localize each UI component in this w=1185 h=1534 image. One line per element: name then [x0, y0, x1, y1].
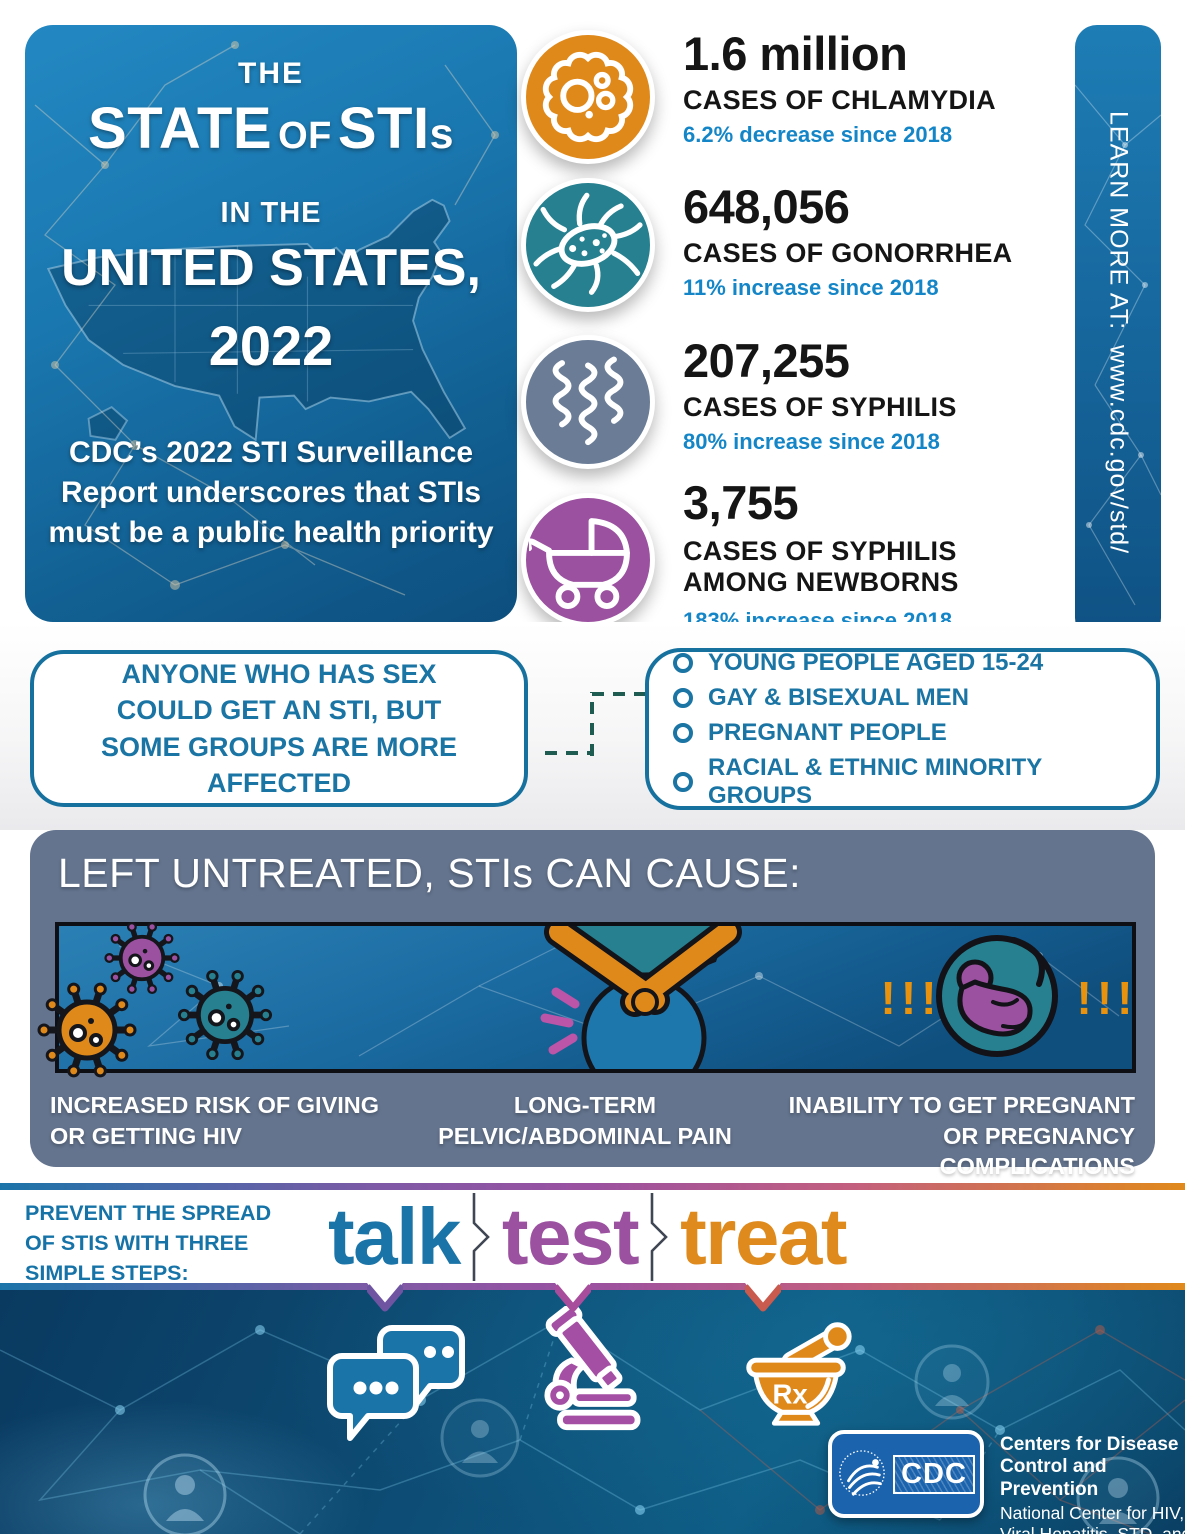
group-label: RACIAL & ETHNIC MINORITY GROUPS — [708, 753, 1042, 809]
avatar — [143, 1344, 1160, 1534]
network-decoration — [0, 1319, 1185, 1534]
chlamydia-cell-icon — [542, 51, 634, 143]
connector-dashed-line — [545, 692, 648, 756]
learn-more-text: LEARN MORE AT: www.cdc.gov/std/ — [1075, 25, 1161, 640]
us-map-background — [46, 198, 467, 442]
syphilis-spirochete-icon — [552, 356, 624, 446]
chlamydia-stat: 1.6 million CASES OF CHLAMYDIA 6.2% decr… — [683, 30, 1073, 148]
bullet-ring-icon — [673, 722, 693, 743]
untreated-item-pregnancy: INABILITY TO GET PREGNANT OR PREGNANCY C… — [788, 1092, 1135, 1180]
gonorrhea-bacteria-icon — [533, 192, 643, 295]
title-in-the: IN THE — [220, 197, 322, 229]
speech-bubbles-icon — [327, 1325, 465, 1441]
gonorrhea-stat: 648,056 CASES OF GONORRHEA 11% increase … — [683, 183, 1073, 301]
affected-groups-box: YOUNG PEOPLE AGED 15-24 GAY & BISEXUAL M… — [645, 648, 1160, 810]
group-row: GAY & BISEXUAL MEN — [673, 684, 1132, 712]
step-treat: treat — [680, 1191, 847, 1281]
alarm-marks: !!! — [881, 972, 942, 1024]
chevron-separator-icon — [472, 1192, 490, 1281]
pelvic-pain-icon — [540, 926, 742, 1069]
stat-value: 1.6 million — [683, 27, 908, 80]
group-label: YOUNG PEOPLE AGED 15-24 — [708, 648, 1044, 676]
prevention-steps: talk test treat — [328, 1190, 848, 1283]
group-label: PREGNANT PEOPLE — [708, 718, 947, 746]
alarm-marks: !!! — [1077, 972, 1132, 1024]
prevention-band: PREVENT THE SPREAD OF STIS WITH THREE SI… — [0, 1183, 1185, 1290]
untreated-heading: LEFT UNTREATED, STIs CAN CAUSE: — [58, 850, 801, 896]
newborn-stat-circle — [521, 493, 655, 627]
untreated-panel: LEFT UNTREATED, STIs CAN CAUSE: — [30, 830, 1155, 1179]
band-notch — [745, 1283, 781, 1312]
newborn-syphilis-stat: 3,755 CASES OF SYPHILIS AMONG NEWBORNS 1… — [683, 479, 1013, 634]
cdc-logo: CDC — [828, 1430, 984, 1518]
title-subtitle: CDC’s 2022 STI Surveillance Report under… — [48, 436, 494, 549]
chevron-separator-icon — [650, 1192, 668, 1281]
affected-statement: ANYONE WHO HAS SEX COULD GET AN STI, BUT… — [100, 658, 458, 798]
untreated-scene: !!! !!! — [59, 926, 1132, 1069]
stat-label: CASES OF CHLAMYDIA — [683, 85, 996, 115]
mortar-pestle-icon: Rx — [746, 1322, 852, 1426]
syphilis-stat: 207,255 CASES OF SYPHILIS 80% increase s… — [683, 337, 1073, 455]
network-decoration — [1075, 84, 1161, 606]
stat-value: 3,755 — [683, 476, 799, 529]
learn-more-label: LEARN MORE AT: — [1104, 111, 1133, 331]
newborn-pram-icon — [529, 518, 630, 609]
cdc-org-rest: National Center for HIV, Viral Hepatitis… — [1000, 1503, 1185, 1534]
microscope-icon — [544, 1306, 641, 1431]
stat-label: CASES OF GONORRHEA — [683, 238, 1013, 268]
step-test: test — [501, 1191, 640, 1281]
group-row: PREGNANT PEOPLE — [673, 719, 1132, 747]
rx-symbol: Rx — [772, 1379, 808, 1410]
untreated-item-hiv: INCREASED RISK OF GIVING OR GETTING HIV — [50, 1092, 380, 1149]
gradient-bar — [0, 1283, 1185, 1290]
syphilis-stat-circle — [521, 335, 655, 469]
gonorrhea-stat-circle — [521, 178, 655, 312]
untreated-item-pain: LONG-TERM PELVIC/ABDOMINAL PAIN — [438, 1092, 732, 1149]
footer-band: Rx — [0, 1290, 1185, 1534]
bullet-ring-icon — [673, 652, 693, 673]
stat-change: 80% increase since 2018 — [683, 429, 940, 455]
group-row: RACIAL & ETHNIC MINORITY GROUPS — [673, 754, 1132, 810]
group-label: GAY & BISEXUAL MEN — [708, 683, 969, 711]
prevention-intro: PREVENT THE SPREAD OF STIS WITH THREE SI… — [25, 1201, 272, 1286]
bullet-ring-icon — [673, 687, 693, 708]
step-talk: talk — [328, 1191, 461, 1281]
untreated-illustration-strip: !!! !!! — [55, 922, 1136, 1073]
cdc-letters: CDC — [893, 1454, 975, 1494]
affected-statement-box: ANYONE WHO HAS SEX COULD GET AN STI, BUT… — [30, 650, 528, 807]
band-notch — [555, 1283, 591, 1312]
title-united-states: UNITED STATES, — [61, 239, 481, 297]
gradient-bar — [0, 1183, 1185, 1190]
title-state-of-stis: STATE OF STIs — [88, 96, 454, 161]
bullet-ring-icon — [673, 771, 693, 792]
stat-change: 11% increase since 2018 — [683, 275, 939, 301]
stat-value: 648,056 — [683, 180, 850, 233]
group-row: YOUNG PEOPLE AGED 15-24 — [673, 649, 1132, 677]
chlamydia-stat-circle — [521, 30, 655, 164]
title-panel: THE STATE OF STIs IN THE UNITED STATES, 20… — [25, 25, 517, 622]
network-decoration — [34, 41, 499, 596]
title-the: THE — [238, 57, 304, 90]
stat-value: 207,255 — [683, 334, 850, 387]
cdc-org-bold: Centers for Disease Control and Preventi… — [1000, 1434, 1179, 1500]
stat-label: CASES OF SYPHILIS — [683, 392, 957, 422]
hhs-seal-icon — [839, 1450, 885, 1496]
stat-change: 6.2% decrease since 2018 — [683, 122, 953, 148]
fetus-icon — [936, 935, 1058, 1057]
title-year: 2022 — [208, 314, 334, 377]
learn-more-url[interactable]: www.cdc.gov/std/ — [1104, 344, 1133, 554]
cdc-org-text: Centers for Disease Control and Preventi… — [1000, 1434, 1185, 1534]
band-notch — [367, 1283, 403, 1312]
stat-label: CASES OF SYPHILIS AMONG NEWBORNS — [683, 536, 959, 598]
learn-more-strip: LEARN MORE AT: www.cdc.gov/std/ — [1075, 25, 1161, 640]
